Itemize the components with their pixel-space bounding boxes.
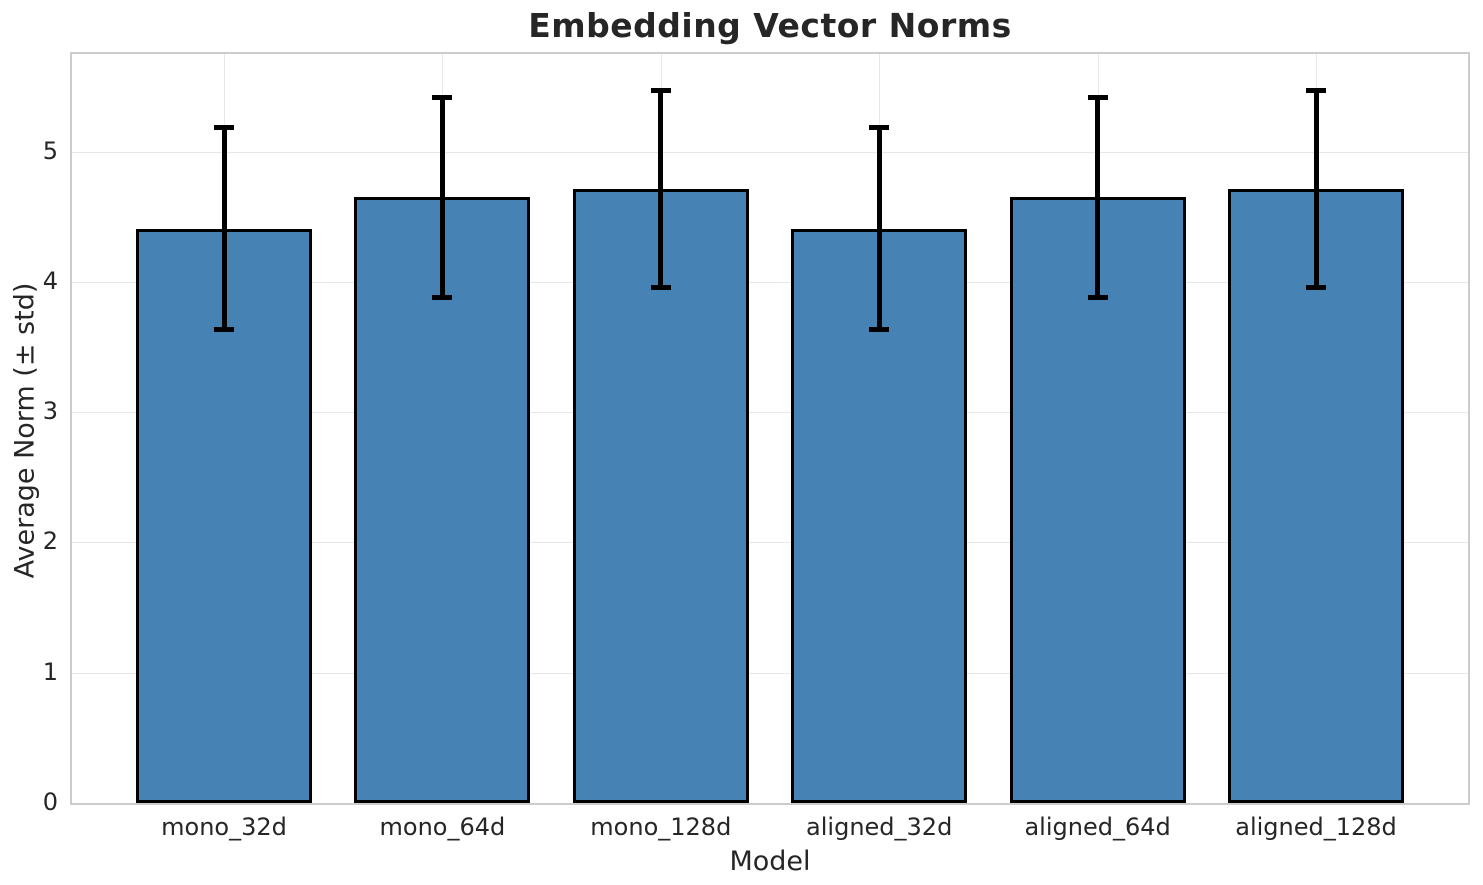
error-bar-cap-bottom [1087, 294, 1108, 300]
y-tick-label: 1 [42, 657, 58, 686]
error-bar-cap-bottom [432, 294, 453, 300]
error-bar-cap-bottom [650, 285, 671, 291]
plot-area [70, 52, 1470, 805]
error-bar-line [1313, 90, 1319, 289]
y-tick-label: 4 [42, 266, 58, 295]
error-bar-line [658, 90, 664, 289]
error-bar-cap-bottom [214, 327, 234, 333]
error-bar-cap-bottom [869, 327, 890, 333]
y-gridline [72, 151, 1468, 153]
y-gridline [72, 281, 1468, 283]
error-bar-line [1095, 96, 1101, 298]
error-bar-cap-bottom [1306, 285, 1326, 291]
y-tick-label: 2 [42, 527, 58, 556]
y-tick-label: 3 [42, 397, 58, 426]
error-bar-line [439, 96, 445, 298]
error-bar-line [221, 126, 227, 331]
y-tick-label: 0 [42, 788, 58, 816]
x-tick-label: aligned_64d [1024, 813, 1171, 841]
x-axis-label: Model [729, 846, 811, 877]
error-bar-cap-top [1087, 94, 1108, 100]
bar [1228, 189, 1404, 803]
y-tick-label: 5 [42, 136, 58, 165]
x-tick-label: mono_32d [161, 813, 287, 841]
y-gridline [72, 542, 1468, 544]
x-tick-label: aligned_128d [1235, 813, 1397, 841]
error-bar-cap-top [869, 124, 890, 130]
error-bar-cap-top [432, 94, 453, 100]
chart-title: Embedding Vector Norms [528, 6, 1012, 45]
error-bar-cap-top [214, 124, 234, 130]
bar [572, 189, 749, 803]
x-tick-label: mono_128d [590, 813, 732, 841]
error-bar-cap-top [1306, 88, 1326, 94]
x-tick-label: aligned_32d [806, 813, 953, 841]
y-gridline [72, 412, 1468, 414]
x-tick-label: mono_64d [379, 813, 506, 841]
error-bar-line [876, 126, 882, 331]
error-bar-cap-top [650, 88, 671, 94]
y-gridline [72, 672, 1468, 674]
